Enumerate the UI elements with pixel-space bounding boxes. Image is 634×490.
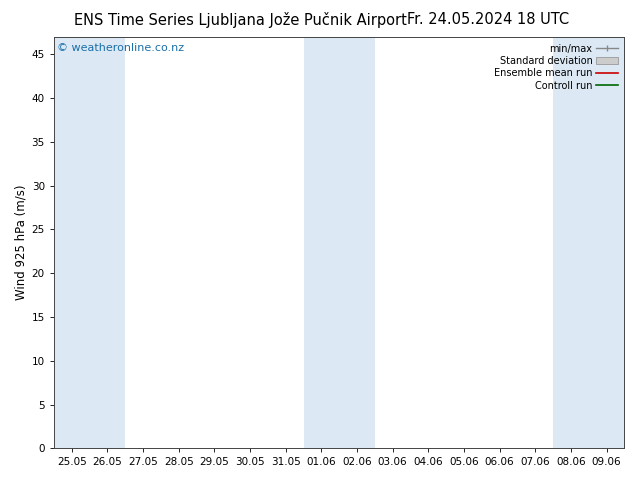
Text: ENS Time Series Ljubljana Jože Pučnik Airport: ENS Time Series Ljubljana Jože Pučnik Ai… — [74, 12, 408, 28]
Bar — [304, 37, 375, 448]
Legend: min/max, Standard deviation, Ensemble mean run, Controll run: min/max, Standard deviation, Ensemble me… — [492, 42, 619, 93]
Text: Fr. 24.05.2024 18 UTC: Fr. 24.05.2024 18 UTC — [407, 12, 569, 27]
Y-axis label: Wind 925 hPa (m/s): Wind 925 hPa (m/s) — [15, 185, 27, 300]
Text: © weatheronline.co.nz: © weatheronline.co.nz — [57, 43, 184, 53]
Bar — [54, 37, 126, 448]
Bar — [553, 37, 624, 448]
